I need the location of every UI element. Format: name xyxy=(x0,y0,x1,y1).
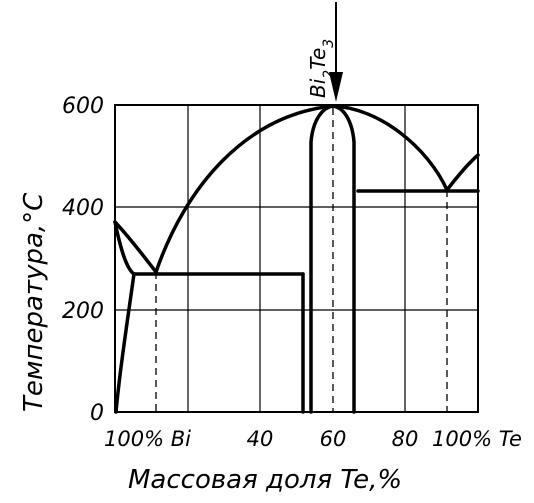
x-tick-40: 40 xyxy=(247,427,274,451)
liquidus-te xyxy=(445,153,480,192)
grid xyxy=(115,105,478,412)
compound-arrow xyxy=(329,2,343,102)
y-tick-0: 0 xyxy=(90,401,104,426)
plot-frame xyxy=(114,104,479,413)
x-tick-te: 100% Te xyxy=(432,427,522,451)
x-tick-60: 60 xyxy=(320,427,347,451)
solidus-bi-upper xyxy=(113,220,136,276)
liquidus-bi xyxy=(113,220,158,274)
guide-lines xyxy=(155,108,448,412)
x-tick-bi: 100% Bi xyxy=(104,427,191,451)
y-tick-400: 400 xyxy=(62,196,104,221)
y-axis-label: Температура,°С xyxy=(19,192,49,412)
x-tick-80: 80 xyxy=(392,427,419,451)
y-tick-600: 600 xyxy=(62,94,104,119)
x-axis-label: Массовая доля Te,% xyxy=(128,465,402,495)
liquidus-compound xyxy=(154,104,449,274)
phase-curves xyxy=(113,104,480,414)
y-tick-200: 200 xyxy=(62,299,104,324)
compound-label: Bi2Te3 xyxy=(306,39,337,98)
solidus-bi-lower xyxy=(114,272,136,414)
compound-field xyxy=(309,104,356,414)
